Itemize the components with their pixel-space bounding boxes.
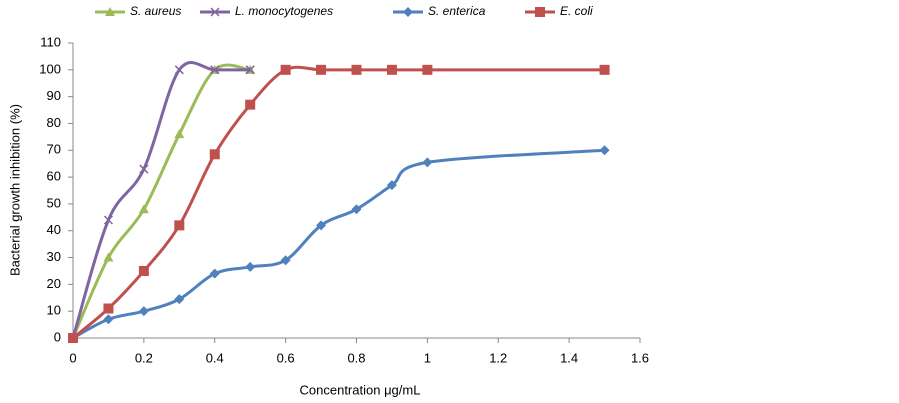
legend-marker	[105, 7, 115, 16]
marker	[174, 220, 185, 231]
y-tick-label: 110	[40, 34, 61, 49]
x-tick-label: 0.6	[277, 350, 295, 365]
marker	[68, 333, 78, 343]
marker	[245, 261, 256, 272]
marker	[280, 64, 291, 75]
y-tick-label: 100	[39, 61, 61, 76]
marker	[351, 204, 362, 215]
series-line	[72, 65, 605, 340]
marker	[386, 180, 397, 191]
legend-label: E. coli	[560, 4, 593, 18]
legend-label: S. enterica	[428, 4, 486, 18]
marker	[316, 220, 327, 231]
x-axis-title: Concentration μg/mL	[300, 382, 421, 397]
marker	[599, 145, 610, 156]
series-line	[72, 148, 605, 340]
marker	[386, 64, 397, 75]
x-tick-label: 0.4	[206, 350, 224, 365]
x-tick-label: 1	[424, 350, 431, 365]
x-tick-label: 0	[69, 350, 76, 365]
marker	[103, 215, 113, 225]
y-tick-label: 70	[47, 142, 61, 157]
marker	[138, 306, 149, 317]
marker	[174, 294, 185, 305]
marker	[210, 65, 220, 75]
marker	[103, 314, 114, 325]
marker	[174, 65, 184, 75]
series-line	[71, 63, 251, 339]
legend-marker	[403, 7, 413, 17]
marker	[138, 204, 149, 214]
marker	[245, 65, 255, 75]
series-line	[71, 61, 251, 339]
marker	[103, 252, 114, 262]
x-tick-label: 0.8	[347, 350, 365, 365]
y-tick-label: 50	[47, 195, 61, 210]
y-tick-label: 90	[47, 88, 61, 103]
legend-marker	[535, 7, 545, 17]
marker	[103, 303, 114, 314]
marker	[138, 265, 149, 276]
marker	[280, 255, 291, 266]
marker	[174, 129, 185, 139]
marker	[209, 149, 220, 160]
marker	[209, 268, 220, 279]
y-tick-label: 0	[54, 329, 61, 344]
y-tick-label: 10	[47, 303, 61, 318]
marker	[245, 99, 256, 110]
legend-marker	[210, 7, 220, 17]
marker	[599, 64, 610, 75]
y-tick-label: 80	[47, 115, 61, 130]
y-axis-title: Bacterial growth inhibition (%)	[7, 104, 22, 276]
x-tick-label: 0.2	[135, 350, 153, 365]
y-tick-label: 30	[47, 249, 61, 264]
x-tick-label: 1.4	[560, 350, 578, 365]
x-tick-label: 1.2	[489, 350, 507, 365]
y-tick-label: 20	[47, 276, 61, 291]
marker	[139, 164, 149, 174]
marker	[422, 157, 433, 168]
marker	[351, 64, 362, 75]
y-tick-label: 40	[47, 222, 61, 237]
legend-label: S. aureus	[130, 4, 181, 18]
y-tick-label: 60	[47, 169, 61, 184]
marker	[422, 64, 433, 75]
legend-label: L. monocytogenes	[235, 4, 333, 18]
marker	[316, 64, 327, 75]
x-tick-label: 1.6	[631, 350, 649, 365]
